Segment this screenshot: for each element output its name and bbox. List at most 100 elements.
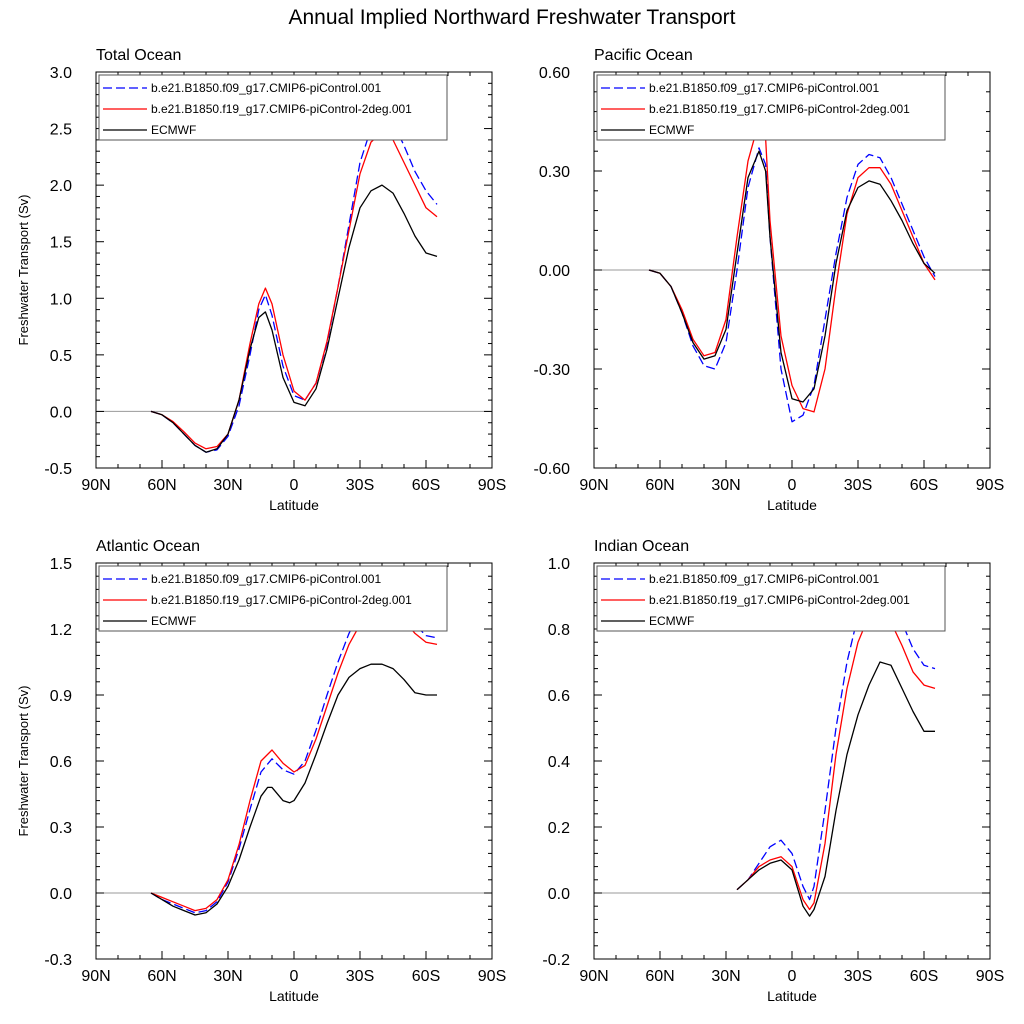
y-tick-label: -0.60 [534, 461, 571, 478]
legend-entry-2: ECMWF [151, 123, 196, 137]
y-tick-label: 0.2 [548, 820, 570, 837]
series-line-1 [736, 608, 936, 911]
x-axis-label: Latitude [767, 497, 817, 513]
series-line-2 [150, 184, 438, 453]
legend-entry-2: ECMWF [649, 614, 694, 628]
figure-title: Annual Implied Northward Freshwater Tran… [288, 6, 736, 29]
x-axis-label: Latitude [269, 988, 319, 1004]
x-tick-label: 60S [910, 477, 938, 494]
series-line-0 [648, 147, 936, 423]
legend-entry-0: b.e21.B1850.f09_g17.CMIP6-piControl.001 [151, 572, 381, 586]
legend-box [596, 74, 946, 141]
x-tick-label: 30N [711, 477, 740, 494]
panel-title: Total Ocean [96, 47, 181, 64]
y-tick-label: 2.5 [50, 122, 72, 139]
y-tick-label: 3.0 [50, 65, 72, 82]
y-tick-label: 0.0 [50, 404, 72, 421]
legend: b.e21.B1850.f09_g17.CMIP6-piControl.001b… [98, 565, 448, 632]
x-tick-label: 30S [346, 477, 374, 494]
series-group [648, 120, 936, 423]
legend: b.e21.B1850.f09_g17.CMIP6-piControl.001b… [98, 74, 448, 141]
x-tick-label: 90N [579, 477, 608, 494]
y-tick-label: 1.0 [548, 556, 570, 573]
legend-box [98, 565, 448, 632]
y-tick-label: 1.0 [50, 291, 72, 308]
y-tick-label: 0.9 [50, 688, 72, 705]
x-tick-label: 90N [81, 968, 110, 985]
y-axis-label: Freshwater Transport (Sv) [16, 686, 31, 837]
x-tick-label: 90N [579, 968, 608, 985]
series-line-2 [150, 663, 437, 916]
legend: b.e21.B1850.f09_g17.CMIP6-piControl.001b… [596, 565, 946, 632]
legend-entry-1: b.e21.B1850.f19_g17.CMIP6-piControl-2deg… [649, 593, 910, 607]
y-tick-label: 1.5 [50, 235, 72, 252]
legend-entry-0: b.e21.B1850.f09_g17.CMIP6-piControl.001 [649, 81, 879, 95]
x-tick-label: 60N [147, 968, 176, 985]
series-group [150, 113, 438, 453]
y-axis-label: Freshwater Transport (Sv) [16, 195, 31, 346]
series-group [150, 595, 438, 916]
x-tick-label: 0 [788, 477, 797, 494]
legend-entry-1: b.e21.B1850.f19_g17.CMIP6-piControl-2deg… [151, 593, 412, 607]
x-axis-label: Latitude [767, 988, 817, 1004]
y-tick-label: 1.5 [50, 556, 72, 573]
x-tick-label: 30S [844, 477, 872, 494]
y-tick-label: 0.0 [548, 886, 570, 903]
y-tick-label: 0.5 [50, 348, 72, 365]
panel-title: Pacific Ocean [594, 47, 693, 64]
legend-entry-2: ECMWF [151, 614, 196, 628]
y-tick-label: -0.30 [534, 362, 571, 379]
panel-1: 90N 60N 30N 0 30S 60S 90S -0.60 -0.30 0.00 0.30 0.6… [534, 47, 1005, 513]
x-tick-label: 30S [844, 968, 872, 985]
x-tick-label: 0 [290, 477, 299, 494]
x-tick-label: 30N [213, 477, 242, 494]
y-tick-label: 0.0 [50, 886, 72, 903]
y-tick-label: -0.3 [44, 952, 72, 969]
series-line-2 [648, 150, 936, 403]
panel-title: Atlantic Ocean [96, 538, 200, 555]
x-tick-label: 60S [412, 968, 440, 985]
series-line-1 [648, 120, 936, 413]
y-tick-label: -0.2 [542, 952, 570, 969]
legend-entry-1: b.e21.B1850.f19_g17.CMIP6-piControl-2deg… [649, 102, 910, 116]
x-tick-label: 60S [412, 477, 440, 494]
legend-entry-0: b.e21.B1850.f09_g17.CMIP6-piControl.001 [649, 572, 879, 586]
panel-0: 90N 60N 30N 0 30S 60S 90S -0.5 0.0 0.5 1.0 1.5 2.0 2.… [16, 47, 506, 513]
panel-2: 90N 60N 30N 0 30S 60S 90S -0.3 0.0 0.3 0.6 0.9 1.2 1.… [16, 538, 506, 1004]
y-tick-label: 2.0 [50, 178, 72, 195]
x-tick-label: 60N [645, 968, 674, 985]
x-tick-label: 60S [910, 968, 938, 985]
legend-entry-2: ECMWF [649, 123, 694, 137]
x-tick-label: 0 [788, 968, 797, 985]
x-tick-label: 0 [290, 968, 299, 985]
x-tick-label: 90S [976, 968, 1004, 985]
series-line-0 [150, 595, 438, 914]
x-tick-label: 90S [976, 477, 1004, 494]
x-tick-label: 30N [711, 968, 740, 985]
y-tick-label: 0.8 [548, 622, 570, 639]
series-line-2 [736, 661, 935, 917]
y-tick-label: 0.60 [539, 65, 570, 82]
legend-box [98, 74, 448, 141]
x-tick-label: 30N [213, 968, 242, 985]
series-line-1 [150, 604, 438, 912]
x-tick-label: 90S [478, 477, 506, 494]
y-tick-label: -0.5 [44, 461, 72, 478]
y-tick-label: 0.30 [539, 164, 570, 181]
x-tick-label: 60N [147, 477, 176, 494]
x-axis-label: Latitude [269, 497, 319, 513]
legend: b.e21.B1850.f09_g17.CMIP6-piControl.001b… [596, 74, 946, 141]
x-tick-label: 30S [346, 968, 374, 985]
legend-entry-0: b.e21.B1850.f09_g17.CMIP6-piControl.001 [151, 81, 381, 95]
x-tick-label: 90S [478, 968, 506, 985]
y-tick-label: 0.3 [50, 820, 72, 837]
panel-title: Indian Ocean [594, 538, 689, 555]
legend-entry-1: b.e21.B1850.f19_g17.CMIP6-piControl-2deg… [151, 102, 412, 116]
x-tick-label: 60N [645, 477, 674, 494]
panel-3: 90N 60N 30N 0 30S 60S 90S -0.2 0.0 0.2 0.4 0.6 0.8 1.… [542, 538, 1004, 1004]
y-tick-label: 0.6 [548, 688, 570, 705]
legend-box [596, 565, 946, 632]
y-tick-label: 0.00 [539, 263, 570, 280]
y-tick-label: 1.2 [50, 622, 72, 639]
